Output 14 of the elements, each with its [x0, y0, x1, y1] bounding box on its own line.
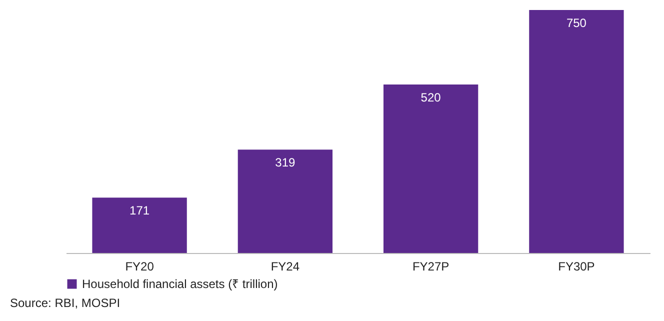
source-note: Source: RBI, MOSPI	[10, 296, 120, 310]
bar	[529, 10, 624, 253]
data-label: 750	[566, 16, 587, 30]
x-tick-label: FY27P	[412, 260, 450, 274]
data-label: 171	[130, 204, 150, 218]
data-label: 319	[275, 156, 296, 170]
legend-label: Household financial assets (₹ trillion)	[82, 277, 278, 291]
bar	[238, 150, 333, 253]
x-tick-label: FY30P	[558, 260, 595, 274]
bar	[383, 84, 478, 253]
x-tick-label: FY24	[270, 260, 300, 274]
x-tick-label: FY20	[125, 260, 154, 274]
bar	[92, 198, 187, 253]
data-label: 520	[420, 90, 442, 105]
